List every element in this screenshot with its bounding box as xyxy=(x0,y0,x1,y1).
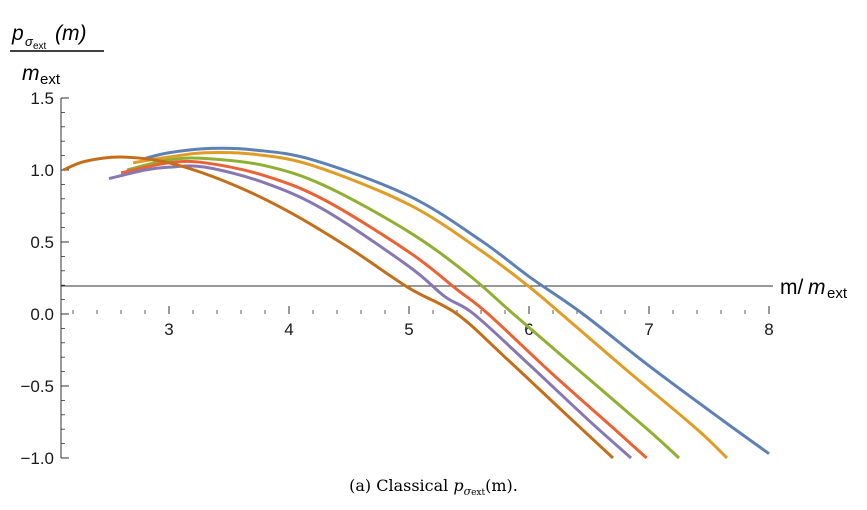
ylabel-numerator-arg: (m) xyxy=(55,22,86,45)
series-line-5 xyxy=(108,164,632,460)
ylabel-numerator-sub: σ xyxy=(25,34,34,49)
caption-base: p xyxy=(453,476,464,495)
series-line-1 xyxy=(144,146,770,455)
caption-prefix: (a) Classical xyxy=(349,476,454,495)
caption-sub: σ xyxy=(463,485,472,499)
y-tick-label: −1.0 xyxy=(20,449,54,468)
series-line-6 xyxy=(62,155,615,460)
x-tick-label: 5 xyxy=(404,320,413,339)
y-tick-label: 1.5 xyxy=(30,89,54,108)
x-tick-label: 4 xyxy=(284,320,293,339)
y-tick-label: 1.0 xyxy=(30,161,54,180)
x-tick-label: 7 xyxy=(644,320,653,339)
axis-ticks xyxy=(61,97,770,459)
caption-suffix: (m). xyxy=(485,476,518,495)
tick-labels: 3 4 5 6 7 8 1.5 1.0 0.5 0.0 −0.5 −1.0 xyxy=(20,89,773,468)
ylabel-denominator-base: m xyxy=(22,62,40,85)
series-line-4 xyxy=(120,159,648,460)
xlabel-base: m xyxy=(808,276,826,299)
series-line-2 xyxy=(132,150,729,460)
y-tick-label: 0.0 xyxy=(30,305,54,324)
xlabel-sub: ext xyxy=(827,285,848,302)
x-tick-label: 8 xyxy=(764,320,773,339)
xlabel-prefix: m/ xyxy=(780,276,803,299)
x-tick-label: 3 xyxy=(164,320,173,339)
y-tick-label: −0.5 xyxy=(20,377,54,396)
ylabel-numerator-subsub: ext xyxy=(33,41,47,52)
y-tick-label: 0.5 xyxy=(30,233,54,252)
series-line-3 xyxy=(126,156,681,460)
chart-svg: 3 4 5 6 7 8 1.5 1.0 0.5 0.0 −0.5 −1.0 p σ ext (m) m… xyxy=(10,22,848,468)
x-axis-label: m/ m ext xyxy=(780,276,848,302)
series-group xyxy=(62,146,770,460)
x-tick-label: 6 xyxy=(524,320,533,339)
figure-caption: (a) Classical pσext(m). xyxy=(0,476,867,498)
caption-subsub: ext xyxy=(471,488,486,499)
ylabel-denominator-sub: ext xyxy=(40,71,61,88)
ylabel-numerator-base: p xyxy=(11,22,24,45)
y-axis-label: p σ ext (m) m ext xyxy=(10,22,104,88)
